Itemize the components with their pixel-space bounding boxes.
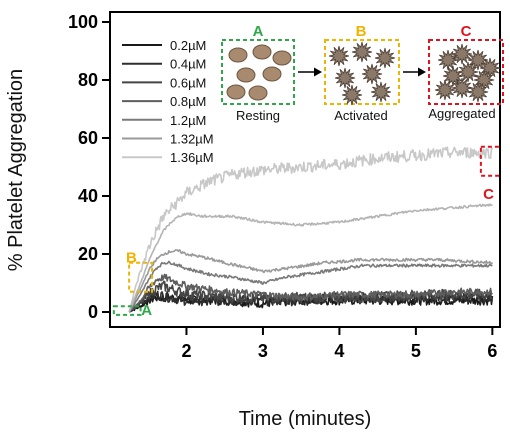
resting-cell [248,85,268,101]
aggregated-cell [451,77,473,99]
stage-c-box [428,39,504,105]
resting-cell [228,47,248,63]
stage-resting-panel: A Resting [221,23,295,123]
activated-platelets-icon [328,41,396,106]
annotation-box [128,261,154,293]
x-tick-label: 5 [411,341,421,361]
stage-b-letter: B [356,23,367,40]
legend-label: 0.4µM [170,57,206,72]
annotation-label: B [126,250,137,267]
annotation-label: A [141,302,152,319]
series-line [128,146,494,313]
x-tick-label: 6 [487,341,497,361]
series-line [128,273,493,313]
resting-cell [226,84,246,100]
legend-label: 0.6µM [170,75,206,90]
annotation-box [479,145,502,177]
aggregated-cell [473,69,495,91]
x-tick-label: 3 [258,341,268,361]
aggregated-cell [457,61,479,83]
annotation-boxes: A B C [112,145,502,319]
legend-label: 1.36µM [170,150,214,165]
series-line [128,260,493,313]
annotation-label: C [483,186,494,203]
resting-cell [272,50,292,66]
stage-c-caption: Aggregated [428,106,495,121]
activated-cell [351,41,373,63]
x-tick-label: 2 [181,341,191,361]
resting-platelets-icon [226,44,292,101]
stage-a-letter: A [253,23,264,40]
y-axis: 0 20 40 60 80 100 [68,12,110,322]
stage-aggregated-panel: C Aggregated [428,23,504,121]
series-line [128,249,494,313]
annotation-box [112,305,142,316]
y-tick-label: 0 [88,302,98,322]
series-lines [128,146,494,313]
stage-b-box [324,39,400,105]
legend-label: 0.2µM [170,38,206,53]
x-tick-label: 4 [334,341,344,361]
activated-cell [328,45,350,67]
activated-cell [334,67,356,89]
stage-a-caption: Resting [236,108,280,123]
series-line [128,280,493,313]
stage-b-caption: Activated [334,108,387,123]
activated-cell [361,63,383,85]
activated-cell [374,47,396,69]
x-axis-title: Time (minutes) [239,408,372,430]
plot-frame [109,11,501,328]
y-tick-label: 40 [78,186,98,206]
legend-label: 1.32µM [170,132,214,147]
x-axis: 2 3 4 5 6 [181,327,497,361]
arrow-a-to-b-icon [298,67,322,77]
aggregated-cell [434,79,456,101]
aggregated-platelets-icon [434,43,501,103]
y-axis-title: % Platelet Aggregation [5,69,27,271]
stage-activated-panel: B Activated [324,23,400,123]
arrow-b-to-c-icon [403,67,426,77]
series-line [128,203,493,313]
stage-c-letter: C [461,23,472,40]
activated-cell [341,84,363,106]
resting-cell [262,66,282,82]
stage-a-box [221,39,295,105]
y-tick-label: 80 [78,70,98,90]
legend-label: 1.2µM [170,113,206,128]
y-tick-label: 20 [78,244,98,264]
activated-cell [370,81,392,103]
resting-cell [236,67,256,83]
aggregated-cell [451,43,473,65]
y-tick-label: 60 [78,128,98,148]
aggregated-cell [479,57,501,79]
aggregated-cell [467,81,489,103]
legend-label: 0.8µM [170,94,206,109]
resting-cell [252,44,272,60]
y-tick-label: 100 [68,12,98,32]
legend: 0.2µM 0.4µM 0.6µM 0.8µM 1.2µM 1.32µM 1.36µM [122,38,214,165]
